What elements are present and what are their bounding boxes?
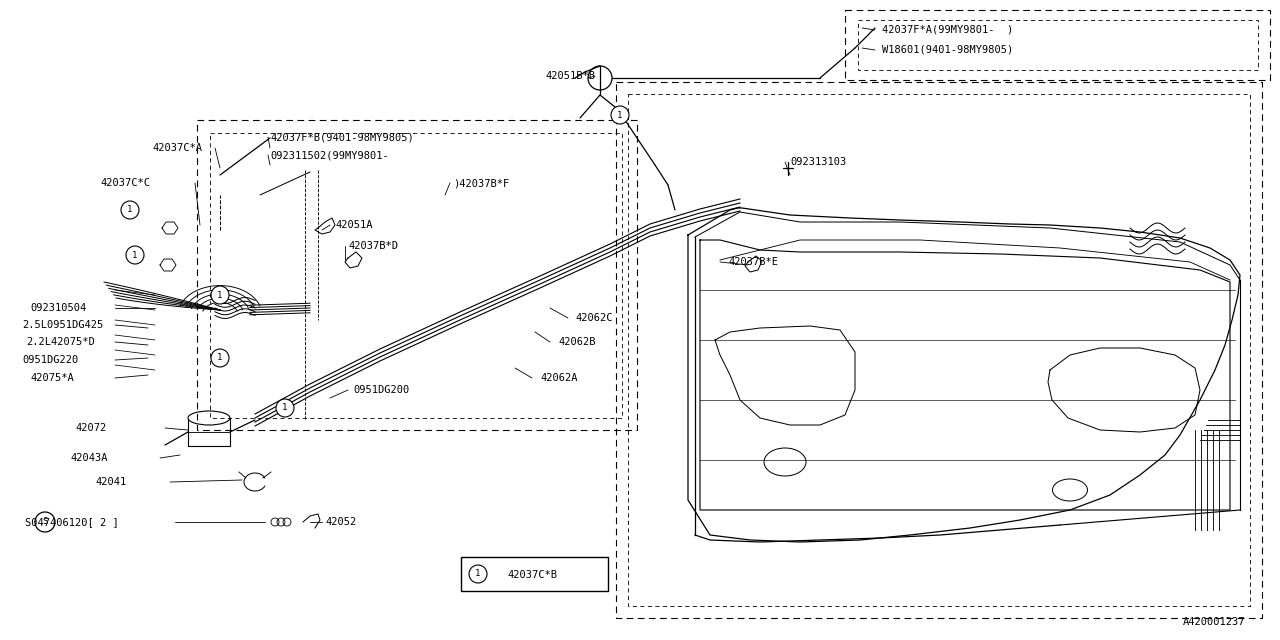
Text: 42041: 42041: [95, 477, 127, 487]
Text: 42037C*B: 42037C*B: [507, 570, 557, 580]
Text: 42051A: 42051A: [335, 220, 372, 230]
Text: 42037F*A(99MY9801-  ): 42037F*A(99MY9801- ): [882, 25, 1014, 35]
Text: 42051B*B: 42051B*B: [545, 71, 595, 81]
Text: 1: 1: [127, 205, 133, 214]
Text: 42062A: 42062A: [540, 373, 577, 383]
Text: S: S: [42, 518, 47, 527]
Text: 1: 1: [617, 111, 622, 120]
Text: 42075*A: 42075*A: [29, 373, 74, 383]
Text: 42062C: 42062C: [575, 313, 613, 323]
Text: W18601(9401-98MY9805): W18601(9401-98MY9805): [882, 45, 1014, 55]
Text: 42043A: 42043A: [70, 453, 108, 463]
Circle shape: [122, 201, 140, 219]
Text: 42052: 42052: [325, 517, 356, 527]
Text: 42037C*C: 42037C*C: [100, 178, 150, 188]
Text: S047406120[ 2 ]: S047406120[ 2 ]: [26, 517, 119, 527]
Text: )42037B*F: )42037B*F: [453, 178, 509, 188]
Circle shape: [276, 399, 294, 417]
Text: 42072: 42072: [76, 423, 106, 433]
Text: 2.2L42075*D: 2.2L42075*D: [26, 337, 95, 347]
Text: 092313103: 092313103: [790, 157, 846, 167]
Text: A420001237: A420001237: [1183, 617, 1245, 627]
Text: 2.5L0951DG425: 2.5L0951DG425: [22, 320, 104, 330]
Circle shape: [611, 106, 628, 124]
Ellipse shape: [188, 411, 230, 425]
Text: 1: 1: [132, 250, 138, 259]
Circle shape: [125, 246, 143, 264]
Circle shape: [211, 286, 229, 304]
Bar: [188, 418, 230, 446]
Text: 0951DG200: 0951DG200: [353, 385, 410, 395]
Text: 42037F*B(9401-98MY9805): 42037F*B(9401-98MY9805): [270, 132, 413, 142]
Text: 092311502(99MY9801-: 092311502(99MY9801-: [270, 150, 389, 160]
Text: 0951DG220: 0951DG220: [22, 355, 78, 365]
Text: 1: 1: [283, 403, 288, 413]
Circle shape: [211, 349, 229, 367]
Text: 1: 1: [475, 570, 481, 579]
Text: 42037B*E: 42037B*E: [728, 257, 778, 267]
Text: 1: 1: [218, 353, 223, 362]
FancyBboxPatch shape: [461, 557, 608, 591]
Text: 1: 1: [218, 291, 223, 300]
Circle shape: [468, 565, 486, 583]
Text: 42037B*D: 42037B*D: [348, 241, 398, 251]
Text: 42062B: 42062B: [558, 337, 595, 347]
Text: 42037C*A: 42037C*A: [152, 143, 202, 153]
Text: 092310504: 092310504: [29, 303, 86, 313]
